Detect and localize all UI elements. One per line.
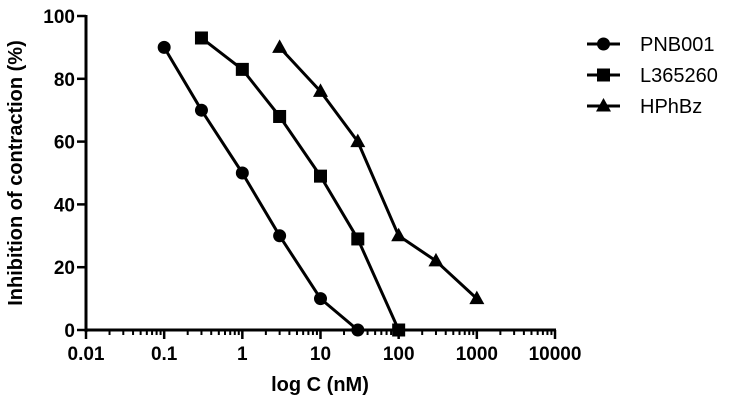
- legend-item: L365260: [587, 65, 718, 87]
- y-tick-label: 20: [54, 258, 75, 279]
- triangle-marker: [469, 290, 485, 305]
- circle-marker: [351, 323, 365, 337]
- x-tick-label: 10: [310, 344, 331, 365]
- square-marker: [351, 232, 365, 246]
- legend-label: HPhBz: [640, 96, 702, 118]
- circle-marker: [157, 40, 171, 54]
- triangle-marker: [272, 39, 288, 53]
- y-tick-label: 100: [43, 7, 75, 28]
- x-tick-label: 1000: [456, 344, 498, 365]
- triangle-marker: [313, 83, 328, 97]
- circle-marker: [597, 37, 610, 51]
- y-axis-title: Inhibition of contraction (%): [5, 40, 27, 306]
- legend-label: PNB001: [640, 34, 715, 56]
- x-axis-title: log C (nM): [271, 374, 369, 396]
- triangle-marker: [350, 133, 366, 148]
- legend-item: HPhBz: [587, 96, 702, 118]
- y-tick-label: 0: [64, 321, 75, 342]
- x-tick-label: 10000: [529, 344, 582, 365]
- square-marker: [194, 31, 208, 45]
- square-marker: [235, 62, 249, 76]
- y-tick-label: 60: [54, 133, 75, 154]
- x-tick-label: 0.1: [151, 344, 178, 365]
- circle-marker: [314, 292, 327, 306]
- series-l365260: [194, 31, 406, 337]
- y-tick-label: 40: [54, 195, 75, 216]
- legend: PNB001 L365260 HPhBz: [587, 34, 718, 118]
- y-tick-label: 80: [54, 70, 75, 91]
- triangle-marker: [596, 98, 611, 112]
- square-marker: [392, 323, 406, 337]
- x-tick-label: 0.01: [68, 344, 105, 365]
- series-hphbz: [272, 39, 485, 305]
- legend-item: PNB001: [587, 34, 715, 56]
- square-marker: [273, 109, 287, 123]
- series-pnb001: [157, 40, 365, 337]
- circle-marker: [194, 103, 208, 117]
- circle-marker: [235, 166, 249, 180]
- triangle-marker: [428, 252, 444, 267]
- y-axis: 0 20 40 60 80 100: [43, 7, 88, 342]
- circle-marker: [273, 229, 287, 243]
- plot-area: [157, 31, 485, 337]
- x-axis: 0.01 0.1 1 10 100 1000 10000: [68, 328, 582, 365]
- square-marker: [314, 169, 327, 183]
- x-tick-label: 100: [383, 344, 415, 365]
- triangle-marker: [391, 227, 407, 242]
- square-marker: [597, 68, 610, 82]
- legend-label: L365260: [640, 65, 718, 87]
- x-tick-label: 1: [237, 344, 248, 365]
